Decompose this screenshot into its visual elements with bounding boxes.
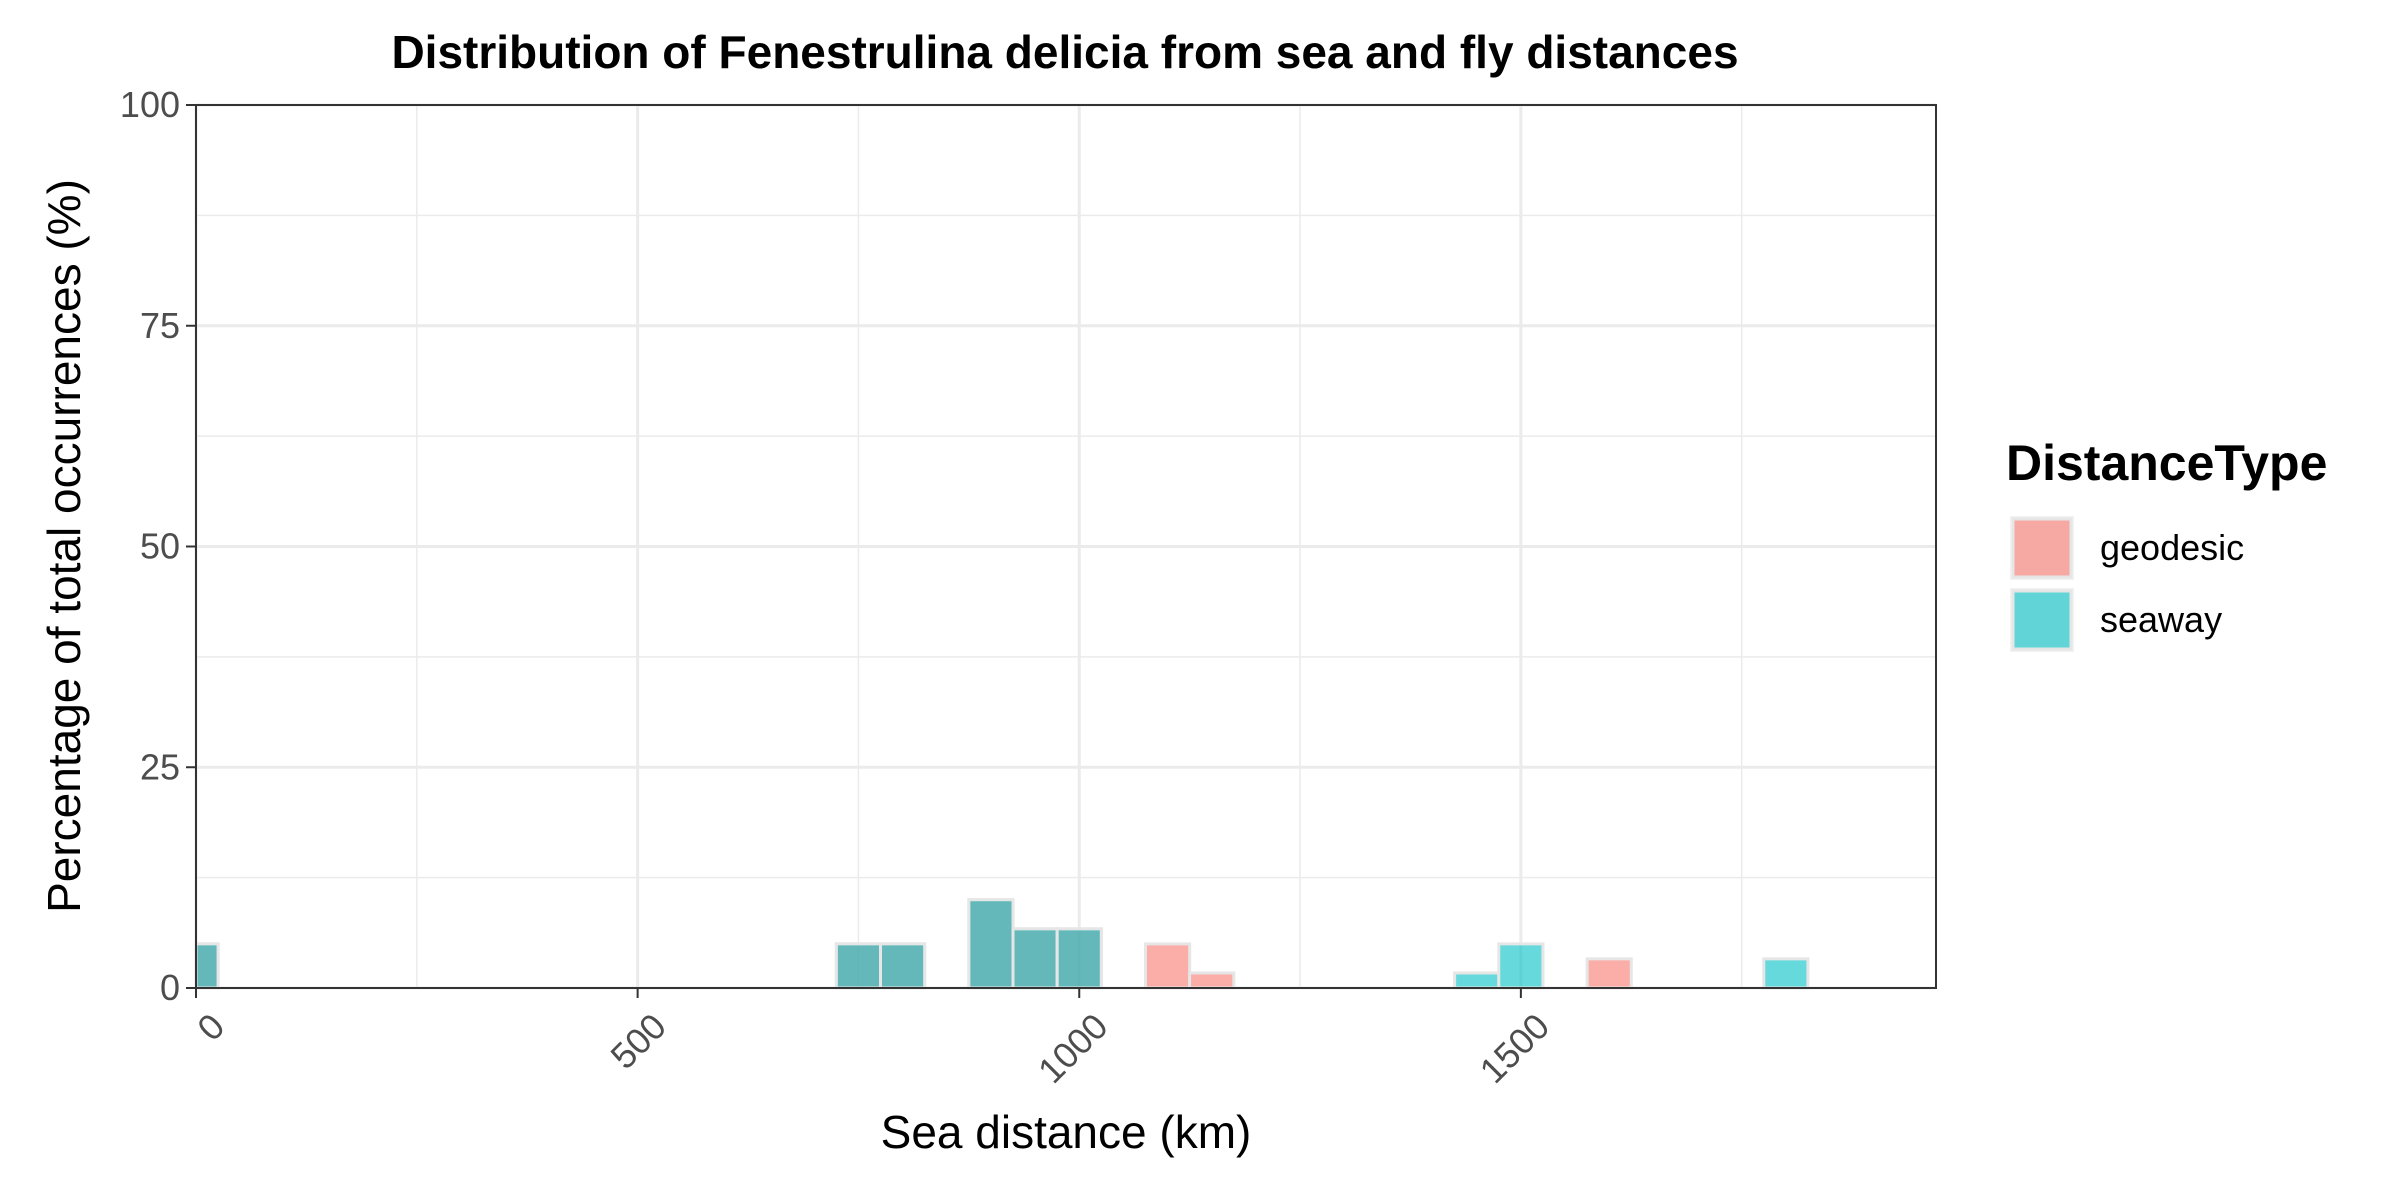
bar-seaway <box>194 942 220 990</box>
y-axis: 0 25 50 75 100 <box>120 84 196 1008</box>
y-tick-label: 25 <box>140 746 180 787</box>
bar-seaway <box>1762 957 1810 990</box>
bar-seaway <box>879 942 927 990</box>
legend-label-seaway: seaway <box>2100 599 2222 640</box>
y-tick-label: 100 <box>120 84 180 125</box>
legend-title: DistanceType <box>2006 435 2327 491</box>
x-axis-title: Sea distance (km) <box>881 1106 1252 1158</box>
legend-swatch-seaway <box>2011 589 2073 651</box>
y-axis-title: Percentage of total occurrences (%) <box>38 179 90 913</box>
legend-swatch-geodesic <box>2011 517 2073 579</box>
bar-geodesic <box>1143 942 1192 990</box>
bar-seaway <box>834 942 883 990</box>
y-tick-label: 0 <box>160 967 180 1008</box>
bar-seaway <box>1011 927 1059 990</box>
bar-geodesic <box>1188 971 1236 990</box>
legend: DistanceType geodesic seaway <box>2006 435 2327 652</box>
bar-seaway <box>967 898 1015 990</box>
bar-seaway <box>1497 942 1545 990</box>
bar-seaway <box>1055 927 1103 990</box>
bar-geodesic <box>1585 957 1633 990</box>
legend-label-geodesic: geodesic <box>2100 527 2244 568</box>
y-tick-label: 75 <box>140 305 180 346</box>
bar-seaway <box>1453 971 1501 990</box>
y-tick-label: 50 <box>140 526 180 567</box>
chart-title: Distribution of Fenestrulina delicia fro… <box>391 26 1738 78</box>
